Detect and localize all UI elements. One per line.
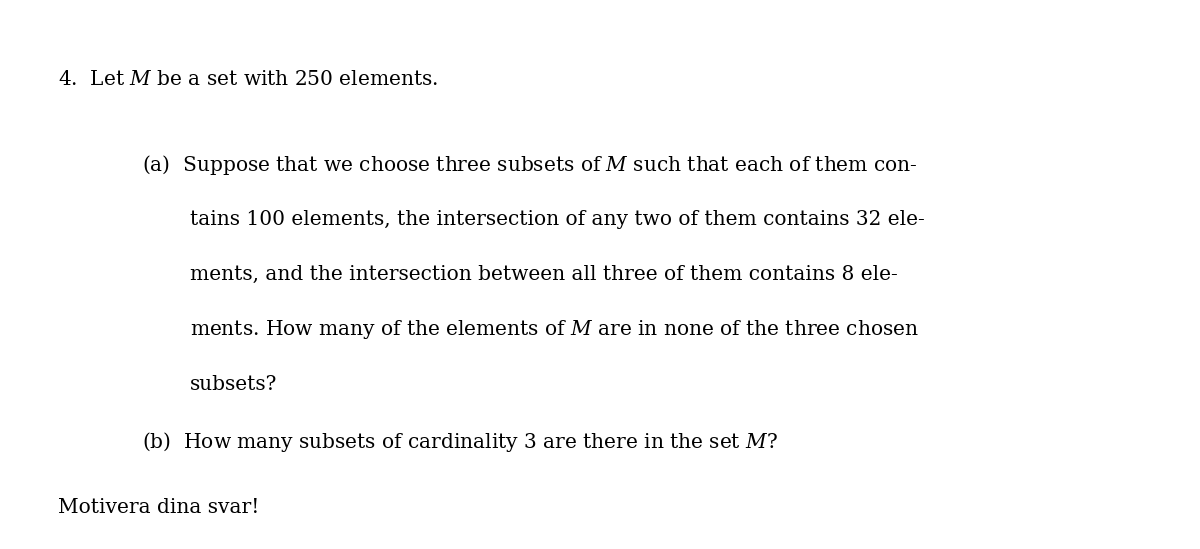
Text: tains 100 elements, the intersection of any two of them contains 32 ele-: tains 100 elements, the intersection of …: [190, 210, 924, 229]
Text: 4.  Let $M$ be a set with 250 elements.: 4. Let $M$ be a set with 250 elements.: [58, 70, 438, 89]
Text: (b)  How many subsets of cardinality 3 are there in the set $M$?: (b) How many subsets of cardinality 3 ar…: [142, 430, 778, 454]
Text: ments, and the intersection between all three of them contains 8 ele-: ments, and the intersection between all …: [190, 265, 898, 284]
Text: ments. How many of the elements of $M$ are in none of the three chosen: ments. How many of the elements of $M$ a…: [190, 318, 918, 341]
Text: Motivera dina svar!: Motivera dina svar!: [58, 498, 259, 517]
Text: subsets?: subsets?: [190, 375, 277, 394]
Text: (a)  Suppose that we choose three subsets of $M$ such that each of them con-: (a) Suppose that we choose three subsets…: [142, 153, 917, 177]
